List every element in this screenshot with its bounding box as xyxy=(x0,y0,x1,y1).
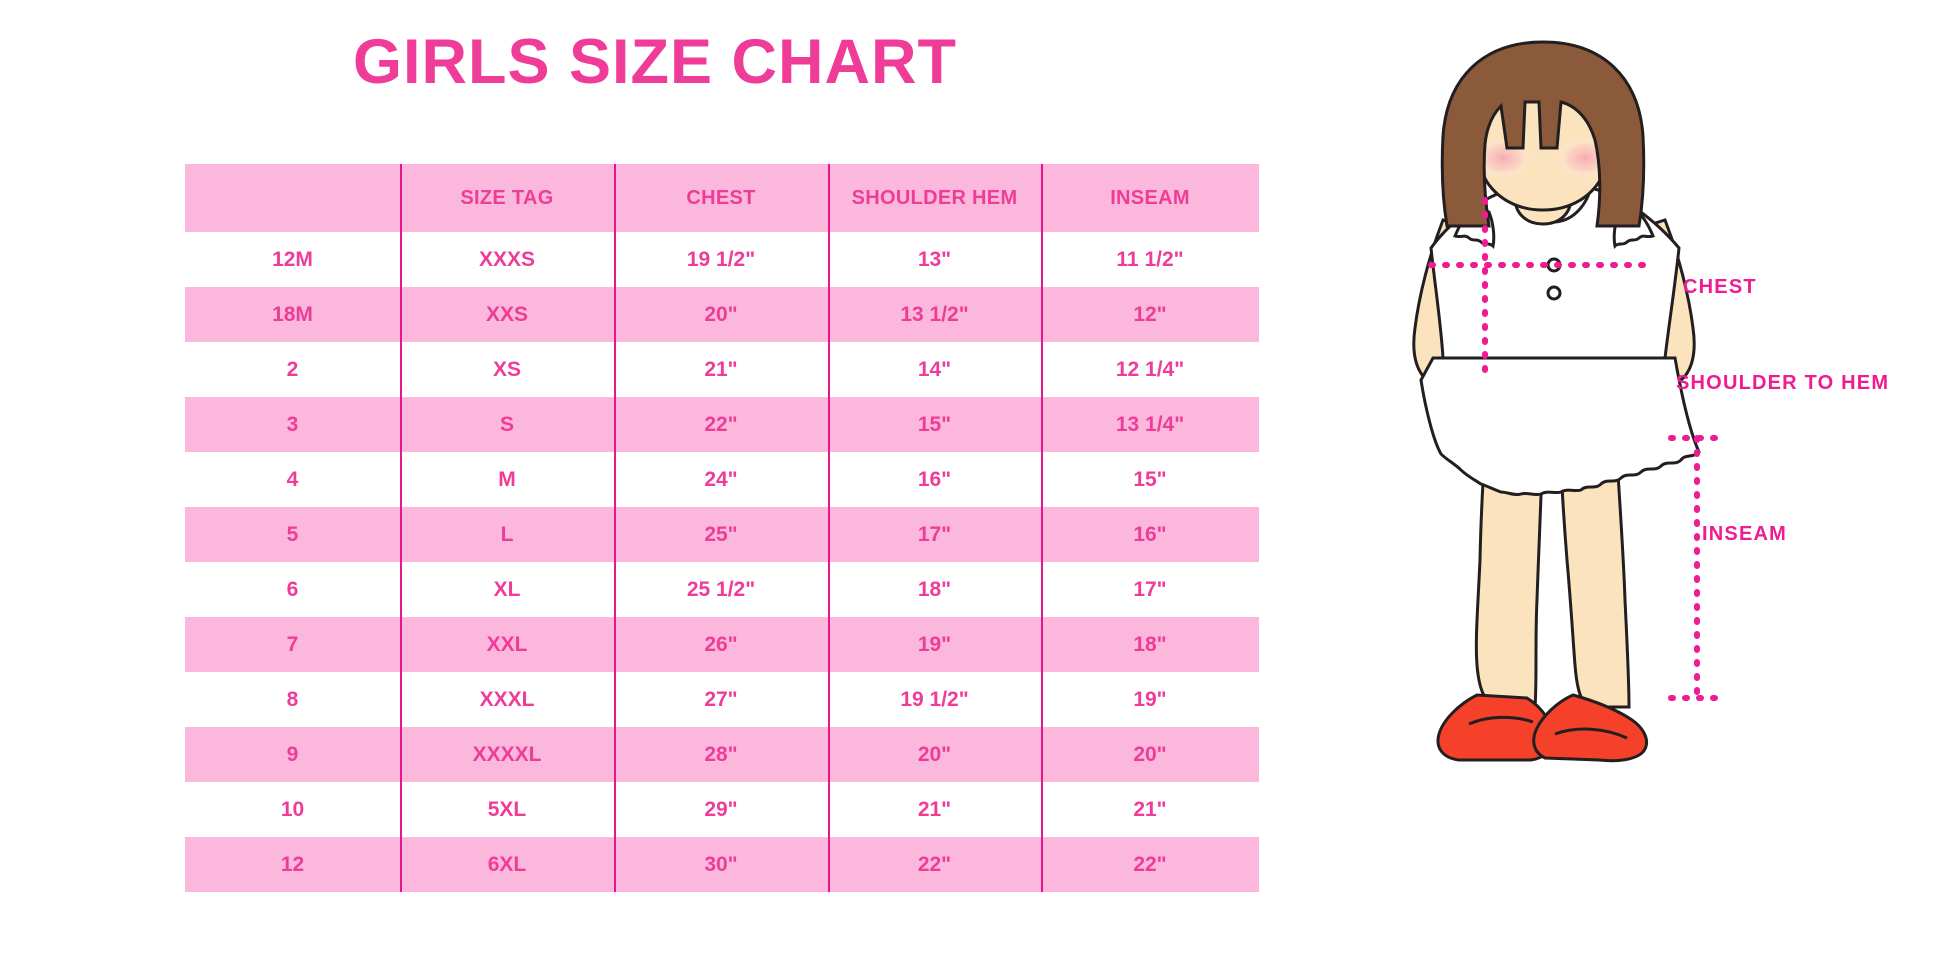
left-shoe-strap xyxy=(1468,715,1534,726)
table-cell: XS xyxy=(400,342,614,397)
table-cell: 22" xyxy=(1041,837,1259,892)
table-cell: 28" xyxy=(614,727,828,782)
measurement-lines xyxy=(1428,197,1718,701)
table-cell: S xyxy=(400,397,614,452)
girl-body-group xyxy=(1412,40,1701,763)
table-cell: 29" xyxy=(614,782,828,837)
size-chart-table: SIZE TAG CHEST SHOULDER HEM INSEAM 12M XX… xyxy=(185,164,1259,892)
column-header-inseam: INSEAM xyxy=(1041,164,1259,232)
table-cell: 5XL xyxy=(400,782,614,837)
page-title: GIRLS SIZE CHART xyxy=(352,27,957,97)
table-cell: 12 xyxy=(185,837,400,892)
table-cell: 16" xyxy=(1041,507,1259,562)
right-shoe-strap xyxy=(1554,727,1628,740)
table-cell: 16" xyxy=(828,452,1041,507)
table-header-row: SIZE TAG CHEST SHOULDER HEM INSEAM xyxy=(185,164,1259,232)
table-cell: 21" xyxy=(828,782,1041,837)
table-cell: 25" xyxy=(614,507,828,562)
table-row: 12M XXXS 19 1/2" 13" 11 1/2" xyxy=(185,232,1259,287)
table-cell: 15" xyxy=(828,397,1041,452)
table-cell: 6 xyxy=(185,562,400,617)
table-cell: 18M xyxy=(185,287,400,342)
table-cell: 20" xyxy=(614,287,828,342)
table-cell: XXXXL xyxy=(400,727,614,782)
measurement-label-inseam: INSEAM xyxy=(1702,523,1787,545)
table-row: 10 5XL 29" 21" 21" xyxy=(185,782,1259,837)
table-cell: 19 1/2" xyxy=(828,672,1041,727)
table-row: 3 S 22" 15" 13 1/4" xyxy=(185,397,1259,452)
table-cell: 10 xyxy=(185,782,400,837)
table-cell: 3 xyxy=(185,397,400,452)
table-row: 12 6XL 30" 22" 22" xyxy=(185,837,1259,892)
measurement-label-chest: CHEST xyxy=(1683,276,1757,298)
table-cell: 13" xyxy=(828,232,1041,287)
girl-figure-illustration xyxy=(1385,40,1946,940)
table-cell: 15" xyxy=(1041,452,1259,507)
table-cell: 19" xyxy=(1041,672,1259,727)
table-cell: 22" xyxy=(614,397,828,452)
table-cell: 14" xyxy=(828,342,1041,397)
table-cell: 12" xyxy=(1041,287,1259,342)
column-header-size xyxy=(185,164,400,232)
table-cell: 12 1/4" xyxy=(1041,342,1259,397)
table-cell: 6XL xyxy=(400,837,614,892)
table-cell: 13 1/2" xyxy=(828,287,1041,342)
table-cell: 19 1/2" xyxy=(614,232,828,287)
table-row: 5 L 25" 17" 16" xyxy=(185,507,1259,562)
table-cell: 12M xyxy=(185,232,400,287)
hair xyxy=(1440,40,1646,228)
table-cell: XXXL xyxy=(400,672,614,727)
table-cell: 21" xyxy=(614,342,828,397)
table-cell: 19" xyxy=(828,617,1041,672)
measurement-label-shoulder-to-hem: SHOULDER TO HEM xyxy=(1676,372,1890,394)
table-body: 12M XXXS 19 1/2" 13" 11 1/2" 18M XXS 20" 13 1/2"… xyxy=(185,232,1259,892)
table-cell: XL xyxy=(400,562,614,617)
table-cell: 2 xyxy=(185,342,400,397)
table-cell: 17" xyxy=(1041,562,1259,617)
table-cell: 5 xyxy=(185,507,400,562)
table-cell: 7 xyxy=(185,617,400,672)
column-header-size-tag: SIZE TAG xyxy=(400,164,614,232)
table-cell: 13 1/4" xyxy=(1041,397,1259,452)
button-lower xyxy=(1546,285,1562,301)
table-cell: 18" xyxy=(1041,617,1259,672)
table-cell: 21" xyxy=(1041,782,1259,837)
table-row: 18M XXS 20" 13 1/2" 12" xyxy=(185,287,1259,342)
table-cell: 20" xyxy=(828,727,1041,782)
table-cell: 9 xyxy=(185,727,400,782)
table-cell: 30" xyxy=(614,837,828,892)
table-cell: 17" xyxy=(828,507,1041,562)
table-row: 6 XL 25 1/2" 18" 17" xyxy=(185,562,1259,617)
table-row: 4 M 24" 16" 15" xyxy=(185,452,1259,507)
table-cell: M xyxy=(400,452,614,507)
table-cell: 24" xyxy=(614,452,828,507)
table-cell: 18" xyxy=(828,562,1041,617)
column-header-shoulder-hem: SHOULDER HEM xyxy=(828,164,1041,232)
table-cell: XXS xyxy=(400,287,614,342)
table-row: 2 XS 21" 14" 12 1/4" xyxy=(185,342,1259,397)
table-cell: 25 1/2" xyxy=(614,562,828,617)
table-cell: XXXS xyxy=(400,232,614,287)
table-cell: 20" xyxy=(1041,727,1259,782)
table-cell: 4 xyxy=(185,452,400,507)
table-cell: 26" xyxy=(614,617,828,672)
column-header-chest: CHEST xyxy=(614,164,828,232)
table-cell: 27" xyxy=(614,672,828,727)
table-cell: L xyxy=(400,507,614,562)
table-row: 9 XXXXL 28" 20" 20" xyxy=(185,727,1259,782)
table-row: 7 XXL 26" 19" 18" xyxy=(185,617,1259,672)
table-cell: 22" xyxy=(828,837,1041,892)
table-cell: 8 xyxy=(185,672,400,727)
skirt xyxy=(1419,356,1701,497)
table-cell: 11 1/2" xyxy=(1041,232,1259,287)
table-header: SIZE TAG CHEST SHOULDER HEM INSEAM xyxy=(185,164,1259,232)
table-row: 8 XXXL 27" 19 1/2" 19" xyxy=(185,672,1259,727)
table-cell: XXL xyxy=(400,617,614,672)
